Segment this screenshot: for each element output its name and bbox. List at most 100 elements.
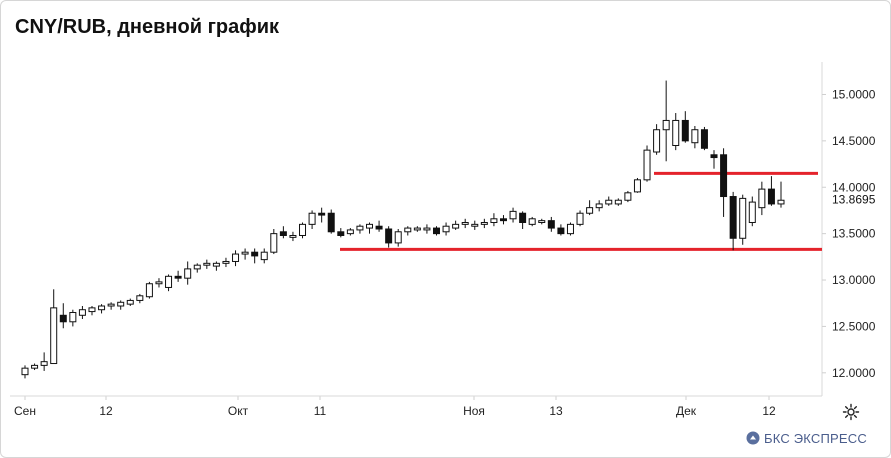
candle <box>653 124 661 155</box>
support-resistance-levels <box>340 171 822 251</box>
candle-body <box>40 361 48 366</box>
candle <box>21 365 29 379</box>
candle-body <box>251 251 259 257</box>
candle <box>748 196 756 227</box>
candle-body <box>624 192 632 201</box>
candle <box>404 226 412 236</box>
candle <box>31 363 39 371</box>
candle <box>299 222 307 239</box>
candle-body <box>203 262 211 266</box>
candle-body <box>356 225 364 231</box>
candle-body <box>758 188 766 209</box>
candle-body <box>21 367 29 376</box>
candle-body <box>595 203 603 209</box>
candle-body <box>136 295 144 301</box>
candle <box>519 211 527 229</box>
candle <box>174 270 182 282</box>
candle-body <box>184 268 192 279</box>
candle <box>777 181 785 208</box>
price-axis-labels: 15.0000 14.5000 14.0000 13.5000 13.0000 12.50… <box>822 87 876 380</box>
candle <box>643 145 651 182</box>
candle-body <box>576 212 584 225</box>
candle <box>126 298 134 307</box>
candle <box>442 222 450 236</box>
candle <box>710 150 718 169</box>
candle-body <box>98 305 106 311</box>
candle-body <box>78 309 86 316</box>
candle <box>107 302 115 310</box>
candle <box>78 306 86 319</box>
x-tick-label: Дек <box>676 404 697 418</box>
candle <box>499 215 507 225</box>
x-tick-label: Сен <box>14 404 36 418</box>
candle <box>184 261 192 285</box>
candle-body <box>308 212 316 225</box>
candle-body <box>767 188 775 205</box>
candle <box>260 248 268 264</box>
candle <box>232 250 240 267</box>
candle-body <box>519 212 527 224</box>
candle <box>662 80 670 162</box>
candle-body <box>557 227 565 235</box>
candle <box>193 263 201 273</box>
candle-body <box>337 231 345 236</box>
candle <box>566 222 574 236</box>
candle <box>346 228 354 236</box>
candle-body <box>165 275 173 288</box>
brand-text: БКС ЭКСПРЕСС <box>764 430 867 446</box>
candle <box>739 194 747 245</box>
candle <box>337 228 345 238</box>
candle-body <box>241 251 249 255</box>
candle-body <box>538 220 546 224</box>
candle-body <box>107 303 115 307</box>
y-tick-label: 15.0000 <box>832 87 876 101</box>
candle-body <box>126 299 134 305</box>
candle-body <box>442 225 450 233</box>
candle-body <box>605 199 613 205</box>
candle-body <box>729 196 737 239</box>
candle <box>394 229 402 247</box>
candle <box>605 196 613 206</box>
candle-body <box>385 228 393 244</box>
x-tick-label: Окт <box>228 404 249 418</box>
candle <box>547 216 555 232</box>
candle-body <box>586 207 594 214</box>
candle-body <box>50 307 58 365</box>
candle-body <box>174 275 182 279</box>
x-tick-label: Ноя <box>463 404 485 418</box>
candle-body <box>432 227 440 235</box>
candle <box>155 278 163 288</box>
candle <box>586 200 594 216</box>
candle <box>480 218 488 229</box>
candle <box>720 148 728 217</box>
candle <box>413 226 421 232</box>
candle-body <box>490 218 498 224</box>
candle-body <box>117 301 125 307</box>
candles <box>21 80 785 379</box>
y-tick-label: 13.5000 <box>832 227 876 241</box>
chart-title: CNY/RUB, дневной график <box>15 16 280 38</box>
candle-body <box>366 223 374 229</box>
candle-body <box>423 227 431 231</box>
candle-body <box>672 119 680 146</box>
candle-body <box>270 233 278 253</box>
candle <box>251 248 259 264</box>
x-tick-label: 11 <box>314 404 327 418</box>
candle-body <box>260 251 268 261</box>
candle <box>279 226 287 239</box>
candle <box>432 226 440 236</box>
candle-body <box>327 212 335 233</box>
candle <box>117 300 125 310</box>
candle-body <box>289 234 297 238</box>
candle-body <box>700 129 708 149</box>
candle-body <box>155 281 163 285</box>
candle-body <box>662 119 670 131</box>
candle <box>165 274 173 292</box>
gear-icon[interactable] <box>842 403 860 421</box>
candle-body <box>404 227 412 233</box>
candle <box>509 207 517 223</box>
candle <box>557 224 565 236</box>
candle <box>729 191 737 251</box>
candle <box>327 209 335 234</box>
